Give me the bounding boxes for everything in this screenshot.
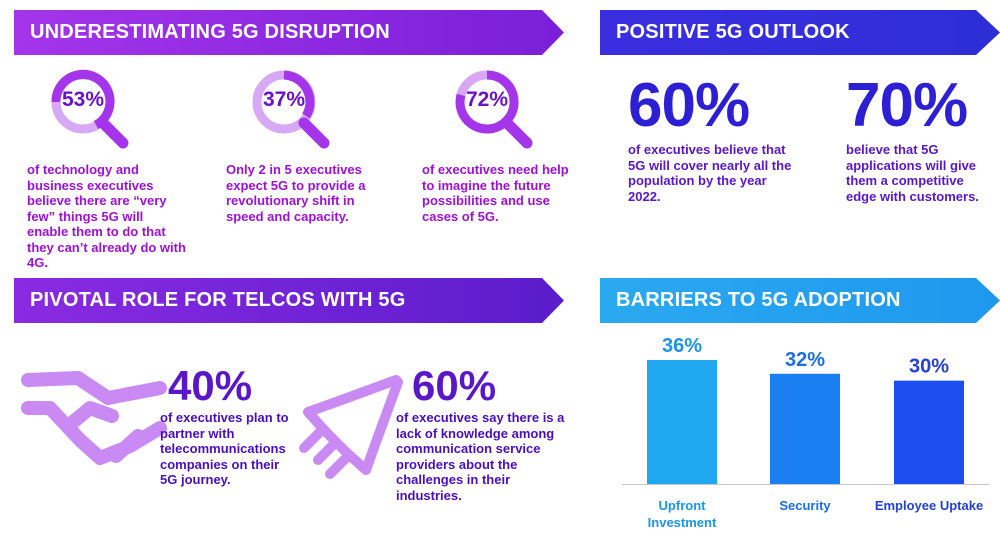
pivotal-value-1: 40% bbox=[168, 362, 253, 409]
stat-value: 53% bbox=[61, 88, 105, 111]
stat-text: Only 2 in 5 executives expect 5G to prov… bbox=[226, 162, 366, 224]
outlook-text-1: of executives believe that 5G will cover… bbox=[628, 142, 792, 204]
outlook-title: POSITIVE 5G OUTLOOK bbox=[616, 21, 850, 43]
barriers-banner: BARRIERS TO 5G ADOPTION bbox=[600, 278, 1000, 323]
category-label: Employee Uptake bbox=[875, 498, 983, 513]
rocket-icon bbox=[299, 375, 403, 479]
bar bbox=[894, 380, 964, 484]
data-label: 30% bbox=[909, 356, 949, 378]
bar bbox=[770, 373, 840, 484]
pivotal-banner: PIVOTAL ROLE FOR TELCOS WITH 5G bbox=[14, 278, 564, 323]
pivotal-value-2: 60% bbox=[412, 362, 497, 409]
magnifier-stat-1: 53% bbox=[44, 64, 144, 154]
magnifier-stat-3: 72% bbox=[448, 64, 548, 154]
barriers-chart: 36% Upfront Investment 32% Security 30% Employ… bbox=[622, 335, 990, 530]
category-label: Security bbox=[779, 498, 831, 513]
outlook-value-1: 60% bbox=[628, 71, 750, 140]
magnifier-icon bbox=[51, 69, 129, 149]
outlook-value-2: 70% bbox=[846, 71, 968, 140]
stat-value: 72% bbox=[465, 88, 509, 111]
underestimating-banner: UNDERESTIMATING 5G DISRUPTION bbox=[14, 10, 564, 55]
data-label: 36% bbox=[662, 335, 702, 357]
category-label: Upfront bbox=[659, 498, 707, 513]
bar bbox=[647, 360, 717, 484]
pivotal-text-2: of executives say there is a lack of kno… bbox=[396, 410, 565, 503]
stat-text: of executives need help to imagine the f… bbox=[422, 162, 569, 224]
pivotal-text-1: of executives plan to partner with telec… bbox=[160, 410, 289, 487]
magnifier-icon bbox=[455, 70, 533, 149]
chart-title: BARRIERS TO 5G ADOPTION bbox=[616, 289, 901, 311]
category-label: Investment bbox=[648, 515, 717, 530]
outlook-text-2: believe that 5G applications will give t… bbox=[846, 142, 979, 204]
handshake-icon bbox=[21, 371, 167, 465]
stat-text: of technology and business executives be… bbox=[27, 162, 186, 270]
outlook-banner: POSITIVE 5G OUTLOOK bbox=[600, 10, 1000, 55]
magnifier-stat-2: 37% bbox=[245, 64, 345, 154]
magnifier-icon bbox=[252, 70, 330, 149]
stat-value: 37% bbox=[262, 88, 306, 111]
underestimating-title: UNDERESTIMATING 5G DISRUPTION bbox=[30, 21, 390, 43]
pivotal-title: PIVOTAL ROLE FOR TELCOS WITH 5G bbox=[30, 289, 406, 311]
data-label: 32% bbox=[785, 349, 825, 371]
